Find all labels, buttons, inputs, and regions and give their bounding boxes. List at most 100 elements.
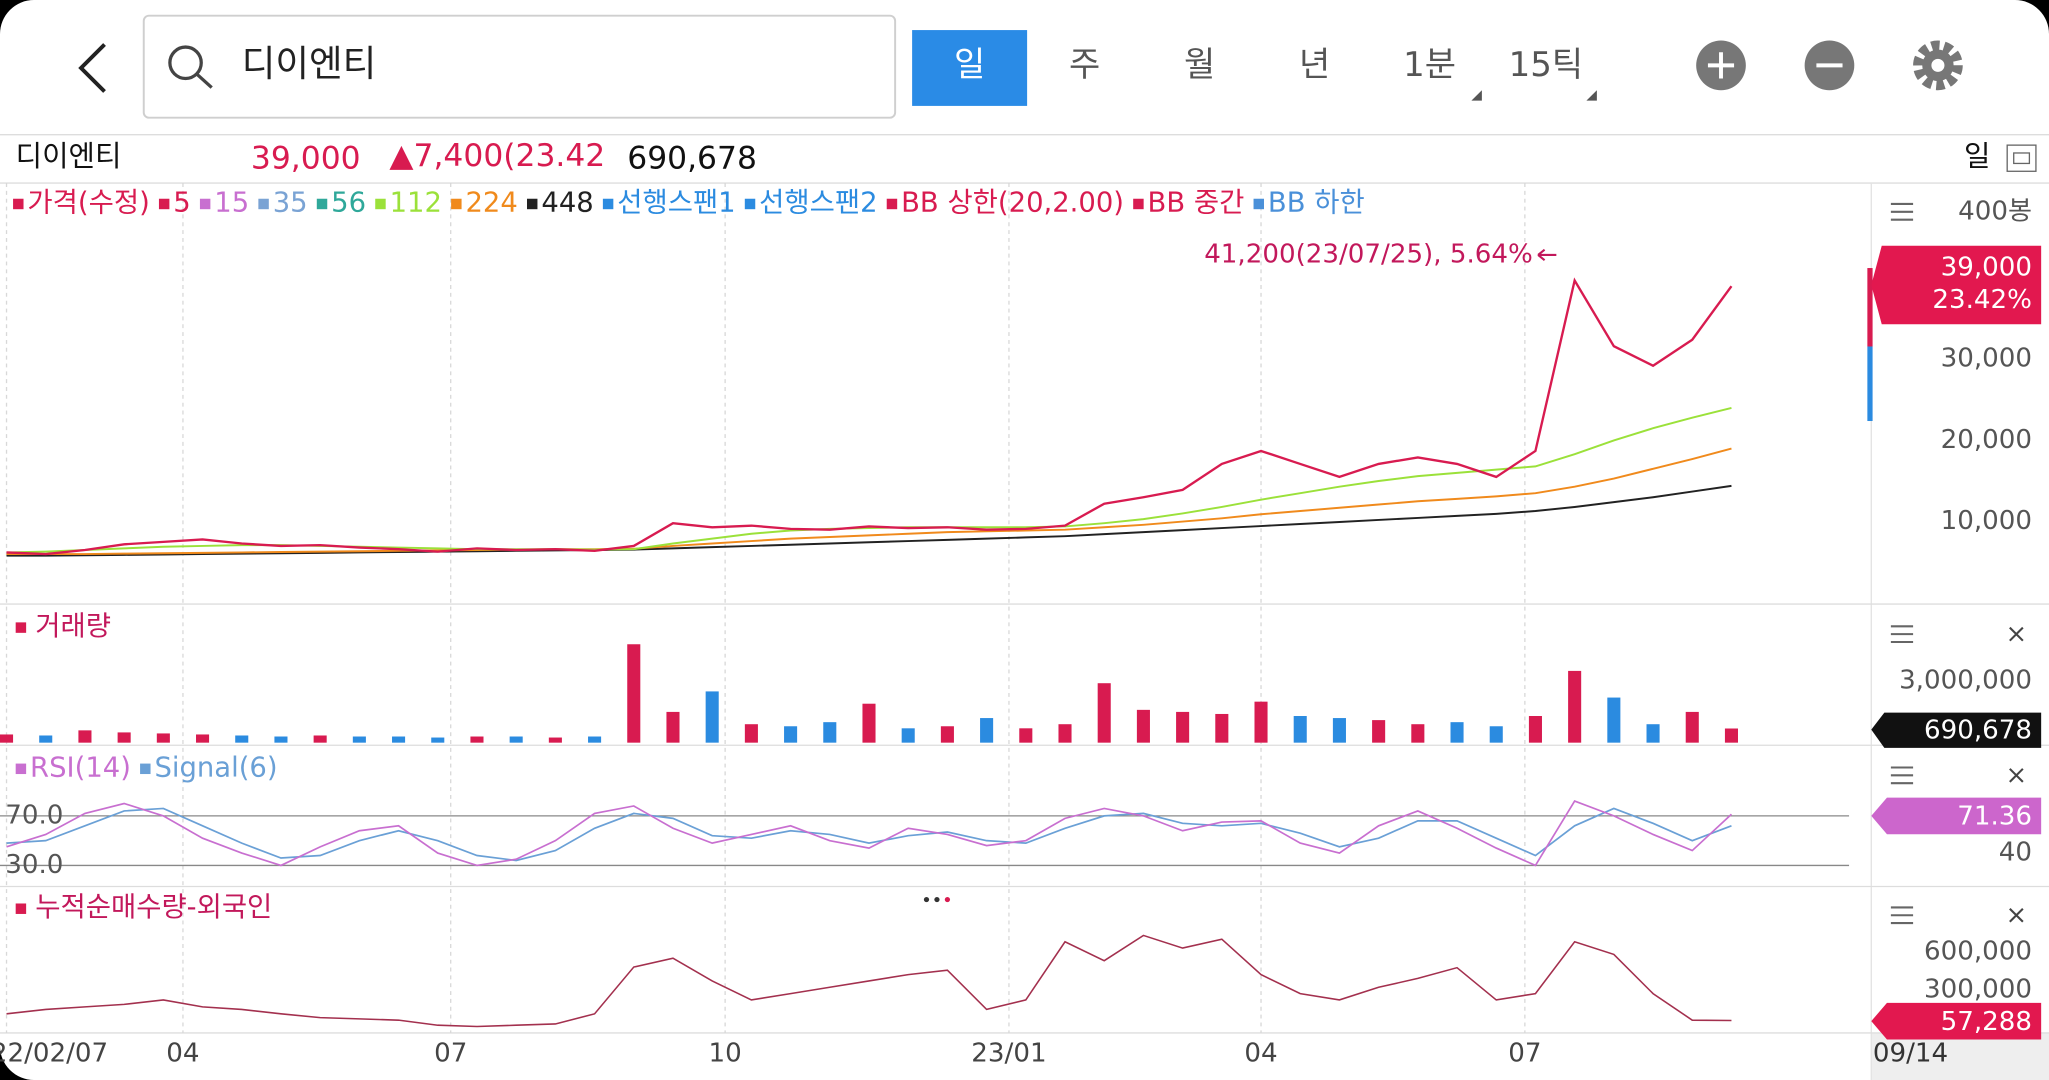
legend-swatch [316,198,328,210]
legend-label: Signal(6) [154,752,277,783]
volume-bar [1528,716,1542,743]
legend-label: 35 [273,187,308,218]
legend-label: 5 [173,187,190,218]
volume-bar [980,718,994,743]
volume-bar [392,736,406,743]
panel-title: 거래량 [35,611,111,642]
y-tick-label: 600,000 [1924,936,2032,966]
volume-bar [940,726,954,743]
last-change-label: 23.42% [1932,285,2032,315]
x-tick-label: 07 [1508,1038,1541,1068]
more-dot[interactable] [923,896,930,903]
panel-title: 누적순매수량-외국인 [35,892,272,923]
volume-bar [1254,701,1268,743]
period-tab[interactable]: 1분 [1403,45,1456,85]
y-tick-label: 40 [1999,838,2032,868]
panel-menu[interactable] [1890,202,1914,221]
volume-bar [274,736,288,743]
y-tick-label: 10,000 [1941,506,2032,536]
expand-icon [2013,152,2031,165]
legend-swatch [744,198,756,210]
legend-swatch [199,198,211,210]
volume-bar [156,733,170,743]
change: ▲7,400(23.42 [389,138,605,174]
volume-bar [1332,718,1346,743]
panel-menu[interactable] [1890,625,1914,644]
volume-bar [78,730,92,743]
legend-label: 224 [465,187,517,218]
range-bar-up [1867,268,1873,347]
volume-bar [1724,728,1738,743]
volume-bar [705,691,719,743]
legend-label: 15 [214,187,249,218]
volume-bar [0,734,14,743]
price: 39,000 [251,141,361,177]
expand-button[interactable] [2006,144,2037,172]
search-icon [196,73,213,89]
legend-swatch [140,763,151,775]
volume-bar [235,735,249,743]
volume-bar [509,736,523,743]
period-tab[interactable]: 일 [954,45,985,85]
panel-menu[interactable] [1890,906,1914,925]
volume-bar [1450,722,1464,743]
back-button[interactable] [78,43,106,93]
volume-bar [470,736,484,743]
period-tab[interactable]: 년 [1299,45,1330,85]
y-tick-label: 30,000 [1941,344,2032,374]
last-value-tag [1871,1002,2042,1040]
more-dot [934,896,940,903]
volume-bar [588,736,602,743]
dropdown-mark [1471,90,1482,101]
volume-bar [1058,724,1072,743]
tab-active-bg [912,30,1028,106]
x-tick-label: 10 [709,1038,742,1068]
bars-count: 400봉 [1958,196,2032,226]
period-tab[interactable]: 주 [1069,45,1100,85]
legend-swatch [13,198,24,210]
range-bar-down [1867,346,1873,422]
volume-bar [823,722,837,743]
legend-swatch [602,198,614,210]
volume-bar [431,737,445,743]
search-box[interactable] [142,14,897,119]
legend-label: BB 중간 [1148,187,1245,218]
x-tick-label: 23/01 [971,1038,1046,1068]
legend-label: 선행스팬2 [759,187,877,218]
panel-close[interactable] [2009,768,2024,783]
volume-bar [1176,711,1190,743]
panel-close[interactable] [2009,626,2024,642]
panel-menu[interactable] [1890,766,1914,785]
level-label: 70.0 [5,800,63,830]
legend-swatch [451,198,462,210]
level-label: 30.0 [5,850,63,880]
legend-swatch [886,198,898,210]
volume-bar [1097,683,1111,743]
volume-bar [1607,697,1621,743]
last-value-label: 57,288 [1941,1007,2032,1037]
series-line [6,807,1732,862]
last-price-label: 39,000 [1941,253,2032,283]
volume-bar [784,726,798,743]
series-line [6,277,1733,556]
volume: 690,678 [627,141,757,177]
volume-bar [1372,720,1386,743]
period-tab[interactable]: 월 [1184,45,1215,85]
series-line [6,934,1732,1028]
volume-bar [1293,716,1307,743]
period-tab[interactable]: 15틱 [1509,45,1583,85]
legend-label: 56 [331,187,366,218]
legend-label: 가격(수정) [27,187,149,218]
settings-button[interactable] [1913,40,1963,91]
legend-swatch [158,198,170,210]
volume-bar [313,735,327,743]
volume-bar [862,703,876,743]
x-tick-label: 07 [434,1038,467,1068]
panel-close[interactable] [2009,907,2024,923]
search-text[interactable]: 디이엔티 [242,42,377,85]
volume-bar [1411,724,1425,743]
legend-label: BB 하한 [1268,187,1365,218]
